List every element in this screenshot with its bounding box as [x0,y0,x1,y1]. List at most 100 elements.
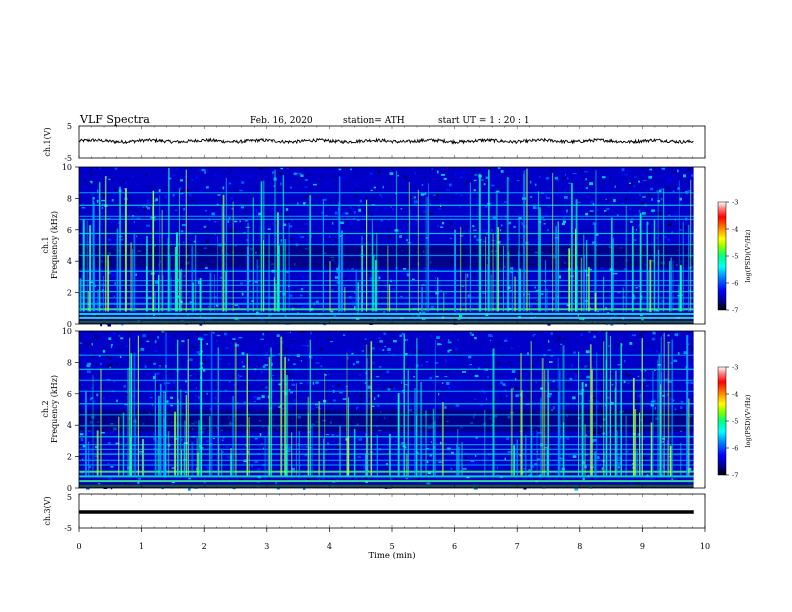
spectrogram-speckle [228,381,231,383]
spectrogram-speckle [567,177,569,180]
spectrogram-speckle [673,199,677,201]
spectrogram-speckle [479,403,484,406]
spectrogram-speckle [437,225,440,228]
spectrogram-speckle [513,225,516,228]
spectrogram-speckle [386,472,390,475]
spectrogram-speckle [304,453,308,457]
spectrogram-speckle [290,219,294,222]
spectrogram-speckle [112,341,116,343]
spectrogram-band [79,475,694,478]
spectrogram-speckle [89,281,94,284]
spectrogram-speckle [186,293,190,295]
spectrogram-speckle [151,380,154,382]
spectrogram-speckle [671,280,676,283]
spectrogram-speckle [455,347,459,350]
spectrogram-speckle [414,350,416,353]
spectrogram-speckle [426,482,431,486]
spectrogram-sferic [372,254,375,312]
spectrogram-speckle [90,398,92,401]
spectrogram-speckle [130,351,133,354]
spectrogram-sferic [679,265,682,312]
spectrogram-speckle [585,350,590,354]
spectrogram-speckle [563,290,566,292]
spectrogram-sferic [230,454,232,476]
spectrogram-speckle [100,193,103,196]
spectrogram-speckle [209,340,212,343]
spectrogram-speckle [438,393,440,396]
spectrogram-speckle [683,174,686,178]
spectrogram-speckle [638,180,640,183]
spectrogram-sferic [591,369,593,476]
spectrogram-sferic [273,277,275,312]
spectrogram-speckle [382,358,385,361]
spectrogram-speckle [567,235,569,238]
spectrogram-speckle [447,350,451,353]
spectrogram-speckle [559,208,564,210]
spectrogram-sferic [324,373,326,476]
spectrogram-sferic [397,393,400,476]
spectrogram-speckle [579,169,583,172]
spectrogram-speckle [607,454,612,458]
spectrogram-speckle [401,301,403,304]
spectrogram-speckle [213,173,217,176]
spectrogram-speckle [224,277,226,280]
spectrogram-speckle [518,178,521,181]
spectrogram-speckle [564,268,568,271]
spectrogram-speckle [421,184,424,186]
spectrogram-speckle [134,283,138,286]
figure-title: VLF Spectra [79,113,150,126]
spectrogram-speckle [559,275,562,279]
spectrogram-speckle [473,487,478,490]
spectrogram-speckle [89,449,93,452]
spectrogram-speckle [383,298,387,301]
spectrogram-speckle [182,241,185,243]
spectrogram-speckle [450,467,453,471]
spectrogram-speckle [81,207,86,209]
spectrogram-speckle [300,360,303,362]
spectrogram-speckle [508,457,510,460]
spectrogram-speckle [344,387,346,389]
spectrogram-speckle [485,221,489,224]
spectrogram-speckle [586,216,588,219]
spectrogram-speckle [441,382,444,384]
spectrogram-speckle [545,177,550,180]
spectrogram-speckle [474,336,477,340]
spectrogram-speckle [458,286,462,289]
spectrogram-speckle [224,389,228,391]
spectrogram-speckle [491,228,493,232]
spectrogram-speckle [611,373,614,375]
spectrogram-speckle [280,182,282,186]
spectrogram-speckle [395,437,399,439]
spectrogram-band [79,470,694,473]
spectrogram-sferic [309,339,311,476]
spectrogram-speckle [254,271,256,274]
spectrogram-sferic [458,446,460,476]
spectrogram-speckle [668,178,673,181]
spectrogram-speckle [354,378,356,380]
spectrogram-speckle [96,314,99,317]
spectrogram-sferic [669,261,671,312]
spectrogram-speckle [423,175,427,178]
spectrogram-sferic [180,449,182,476]
spectrogram-speckle [470,460,475,462]
spectrogram-speckle [641,212,646,215]
spectrogram-speckle [623,359,626,363]
spectrogram-speckle [195,467,198,471]
spectrogram-speckle [305,345,310,347]
spectrogram-speckle [202,361,207,363]
spectrogram-sferic [118,416,120,476]
spectrogram-speckle [389,172,394,175]
spectrogram-sferic [522,173,525,312]
spectrogram-speckle [291,340,295,342]
spectrogram-speckle [286,444,290,447]
spectrogram-speckle [511,370,516,373]
ch2-spectrogram-ylabel-b: Frequency (kHz) [50,375,59,443]
spectrogram-speckle [361,350,364,352]
spectrogram-speckle [691,346,694,348]
spectrogram-speckle [464,452,466,455]
spectrogram-speckle [546,223,548,226]
spectrogram-band [79,425,694,427]
spectrogram-speckle [358,373,362,376]
spectrogram-speckle [329,341,334,343]
